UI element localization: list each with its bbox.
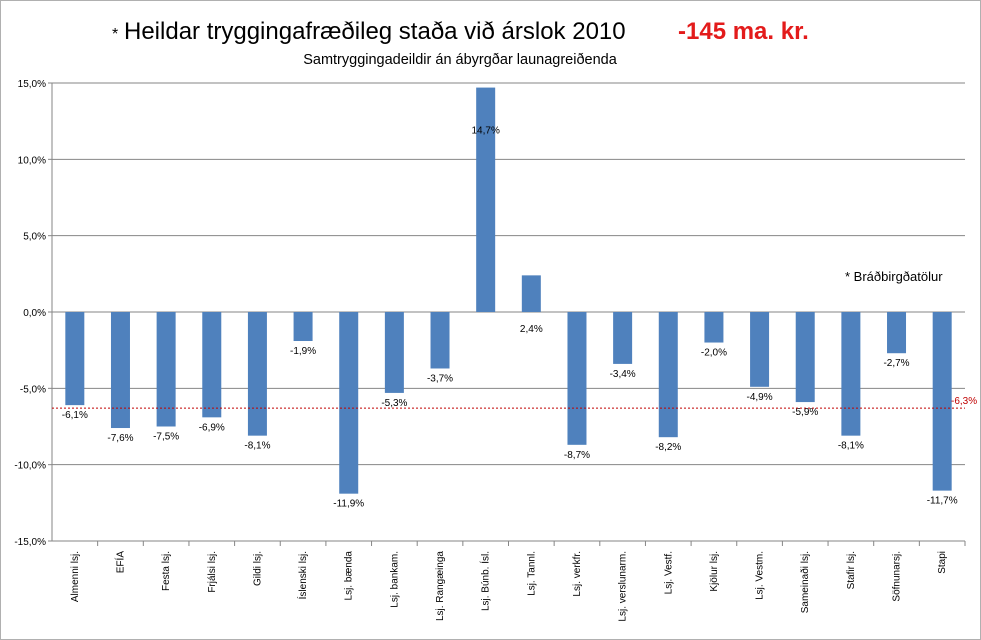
data-label: -11,7% — [927, 496, 958, 507]
data-label: -3,4% — [610, 369, 636, 380]
bar — [384, 312, 404, 393]
bar — [521, 275, 541, 312]
y-tick-label: -5,0% — [20, 384, 46, 395]
x-tick-label: Lsj. bænda — [344, 551, 355, 601]
chart-subtitle: Samtryggingadeildir án ábyrgðar launagre… — [303, 52, 617, 68]
y-tick-label: 5,0% — [23, 232, 46, 243]
x-tick-label: Gildi lsj. — [252, 551, 263, 586]
bar — [795, 312, 815, 403]
bar — [932, 312, 952, 491]
x-tick-label: Lsj. Rangæinga — [435, 551, 446, 621]
bar — [247, 312, 267, 436]
data-label: -3,7% — [427, 373, 453, 384]
x-tick-label: Lsj. Vestm. — [755, 551, 766, 600]
y-tick-label: -10,0% — [14, 461, 46, 472]
bar — [110, 312, 130, 429]
bar — [658, 312, 678, 438]
data-label: -7,5% — [153, 432, 179, 443]
x-tick-label: Lsj. verslunarm. — [618, 551, 629, 622]
bar — [430, 312, 450, 369]
x-tick-label: Söfnunarsj. — [892, 551, 903, 602]
reference-label: -6,3% — [951, 396, 977, 407]
x-tick-label: Sameinaði lsj. — [799, 551, 811, 613]
x-tick-label: Festa lsj. — [161, 551, 172, 591]
bar — [65, 312, 85, 406]
data-label: -8,1% — [244, 441, 270, 452]
bar — [156, 312, 176, 427]
x-tick-label: Kjölur lsj. — [709, 551, 720, 592]
data-label: -7,6% — [107, 433, 133, 444]
chart-title-row: * Heildar tryggingafræðileg staða við ár… — [0, 16, 981, 50]
data-label: -8,2% — [655, 442, 681, 453]
data-label: -8,1% — [838, 441, 864, 452]
x-tick-label: Lsj. Vestf. — [663, 551, 674, 594]
bar — [613, 312, 633, 364]
bar — [841, 312, 861, 436]
bar — [887, 312, 907, 354]
data-label: -6,9% — [199, 422, 225, 433]
bar — [202, 312, 222, 418]
x-tick-label: Stafir lsj. — [846, 551, 857, 589]
data-label: -11,9% — [333, 499, 364, 510]
x-tick-label: Lsj. verkfr. — [572, 551, 583, 597]
data-label: -6,1% — [62, 410, 88, 421]
data-label: -1,9% — [290, 346, 316, 357]
y-tick-label: 0,0% — [23, 308, 46, 319]
x-tick-label: EFÍA — [113, 551, 126, 574]
data-label: -8,7% — [564, 450, 590, 461]
data-label: -5,3% — [381, 398, 407, 409]
bar — [339, 312, 359, 494]
y-tick-label: 15,0% — [18, 79, 46, 90]
title-marker: * — [112, 26, 119, 43]
x-tick-label: Íslenski lsj. — [296, 551, 309, 599]
bar — [476, 87, 496, 312]
x-tick-label: Lsj. Búnb. Ísl. — [479, 551, 492, 611]
y-tick-label: -15,0% — [14, 537, 46, 548]
x-tick-label: Stapi — [937, 551, 948, 574]
y-tick-label: 10,0% — [18, 155, 46, 166]
bar — [293, 312, 313, 342]
x-tick-label: Frjálsi lsj. — [207, 551, 218, 593]
data-label: -2,7% — [883, 358, 909, 369]
x-tick-label: Almenni lsj. — [70, 551, 81, 602]
data-label: -5,9% — [792, 407, 818, 418]
data-label: 14,7% — [471, 126, 499, 137]
x-tick-label: Lsj. bankam. — [389, 551, 400, 608]
bar — [704, 312, 724, 343]
bar — [750, 312, 770, 387]
chart-title: Heildar tryggingafræðileg staða við ársl… — [124, 18, 626, 45]
data-label: 2,4% — [520, 324, 543, 335]
x-tick-label: Lsj. Tannl. — [526, 551, 537, 596]
data-label: -4,9% — [747, 392, 773, 403]
chart-note: * Bráðbirgðatölur — [845, 269, 943, 284]
data-label: -2,0% — [701, 348, 727, 359]
chart-title-total: -145 ma. kr. — [678, 18, 809, 45]
bar — [567, 312, 587, 445]
